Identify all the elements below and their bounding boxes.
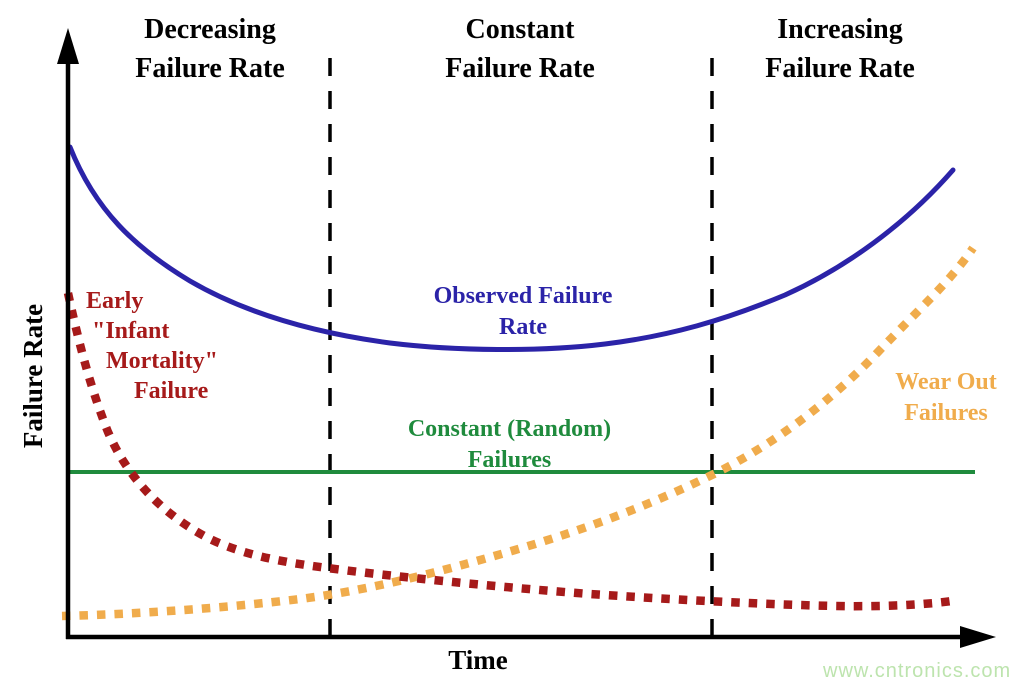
infant-mortality-label-line: Mortality" — [106, 348, 218, 374]
region-header-decreasing: Decreasing Failure Rate — [135, 14, 285, 84]
region-header-constant: Constant Failure Rate — [445, 14, 595, 84]
y-axis-arrowhead-icon — [57, 28, 79, 64]
infant-mortality-curve — [63, 292, 959, 611]
y-axis-title: Failure Rate — [18, 303, 48, 449]
x-axis-title: Time — [448, 645, 508, 675]
observed-failure-rate-label: Observed Failure Rate — [433, 283, 613, 340]
region-header-increasing: Increasing Failure Rate — [765, 14, 915, 84]
watermark-url: www.cntronics.com — [823, 660, 1012, 682]
infant-mortality-label-line: Early — [86, 288, 144, 314]
wear-out-failures-curve — [61, 245, 977, 621]
x-axis-arrowhead-icon — [960, 626, 996, 648]
infant-mortality-label-line: Failure — [134, 378, 209, 404]
wear-out-failures-label: Wear Out Failures — [895, 369, 997, 426]
infant-mortality-label: Early "Infant Mortality" Failure — [86, 286, 218, 406]
constant-random-failures-label: Constant (Random) Failures — [407, 416, 612, 473]
observed-failure-rate-curve — [67, 144, 956, 353]
infant-mortality-label-line: "Infant — [92, 318, 170, 344]
